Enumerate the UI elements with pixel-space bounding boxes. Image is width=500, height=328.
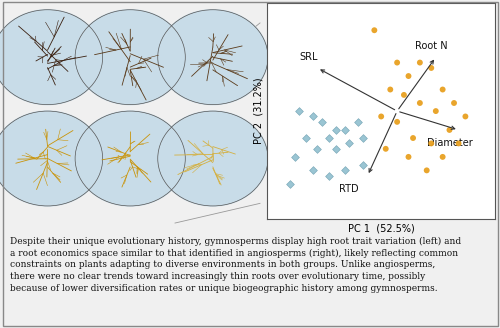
Text: SRL: SRL [299, 52, 318, 62]
Point [359, 135, 367, 141]
Point [382, 146, 390, 152]
Point [450, 100, 458, 106]
Point [341, 127, 349, 133]
Point [359, 162, 367, 168]
Point [404, 73, 412, 79]
Point [309, 114, 317, 119]
Point [393, 60, 401, 65]
Point [314, 146, 322, 152]
Point [325, 135, 333, 141]
Point [386, 87, 394, 92]
Point [341, 168, 349, 173]
Point [302, 135, 310, 141]
Point [354, 119, 362, 125]
Point [332, 127, 340, 133]
Point [438, 154, 446, 159]
Point [332, 146, 340, 152]
Text: Root N: Root N [415, 41, 448, 51]
Point [325, 173, 333, 178]
Y-axis label: PC 2  (31.2%): PC 2 (31.2%) [253, 78, 263, 144]
Point [416, 100, 424, 106]
Point [318, 119, 326, 125]
Text: Despite their unique evolutionary history, gymnosperms display high root trait v: Despite their unique evolutionary histor… [10, 236, 461, 293]
Circle shape [75, 10, 186, 105]
Point [462, 114, 469, 119]
Circle shape [158, 10, 268, 105]
Point [400, 92, 408, 97]
Point [432, 109, 440, 114]
Point [428, 65, 436, 71]
Point [346, 141, 354, 146]
Point [286, 181, 294, 187]
Point [290, 154, 298, 159]
Point [295, 109, 303, 114]
Point [370, 28, 378, 33]
Point [438, 87, 446, 92]
Circle shape [75, 111, 186, 206]
Point [454, 141, 462, 146]
X-axis label: PC 1  (52.5%): PC 1 (52.5%) [348, 223, 414, 233]
Point [377, 114, 385, 119]
Text: Diameter: Diameter [426, 138, 472, 148]
Point [422, 168, 430, 173]
Point [409, 135, 417, 141]
Text: RTD: RTD [340, 184, 359, 194]
Point [393, 119, 401, 125]
Circle shape [0, 111, 102, 206]
Circle shape [158, 111, 268, 206]
Point [446, 127, 454, 133]
Point [404, 154, 412, 159]
Point [428, 141, 436, 146]
Circle shape [0, 10, 102, 105]
Point [416, 60, 424, 65]
Point [309, 168, 317, 173]
